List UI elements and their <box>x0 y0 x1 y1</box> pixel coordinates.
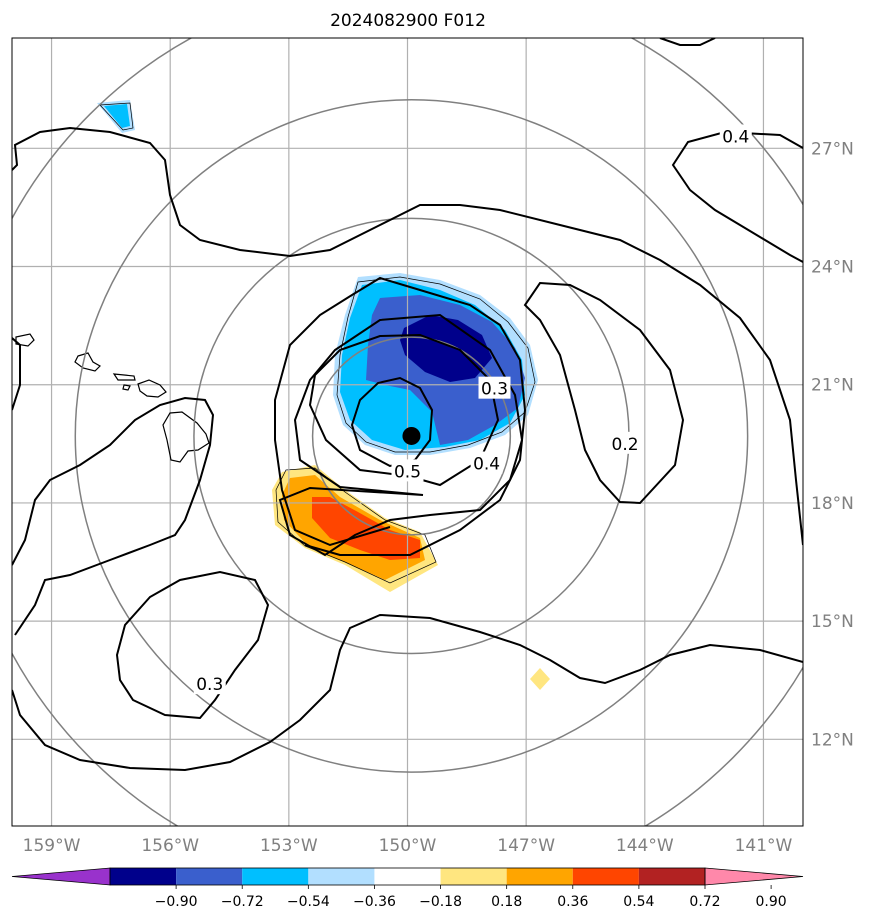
colorbar-segment <box>638 868 705 885</box>
lon-tick-label: 150°W <box>379 836 437 856</box>
contour-0.4-north <box>12 126 803 546</box>
colorbar-outline <box>109 867 706 886</box>
lon-tick-label: 159°W <box>23 836 81 856</box>
contour-label-bg <box>193 672 226 695</box>
contour-label-bg <box>470 451 503 474</box>
colorbar-tick-label: −0.90 <box>155 894 198 910</box>
contour-south-wide <box>12 613 803 772</box>
island-molokai <box>112 373 136 381</box>
axis-ticks: 159°W 156°W 153°W 150°W 147°W 144°W 141°W 12°N 1… <box>23 139 854 856</box>
island-oahu <box>74 352 101 372</box>
figure-title: 2024082900 F012 <box>330 11 486 31</box>
contour-0.3-outer <box>274 276 527 556</box>
shade-pos-yellow-small <box>530 668 550 690</box>
contour-label-bg <box>478 376 511 399</box>
range-ring <box>74 99 749 773</box>
contour-0.4-top <box>659 38 716 46</box>
colorbar-tick-label: −0.36 <box>353 894 396 910</box>
contour-0.5 <box>350 376 434 468</box>
contour-west-south <box>12 396 215 636</box>
colorbar-extend-low <box>11 867 111 886</box>
lon-tick-label: 156°W <box>141 836 199 856</box>
contour-label: 0.3 <box>481 380 508 400</box>
storm-center-marker <box>402 426 421 445</box>
colorbar-tick-label: 0.72 <box>689 894 720 910</box>
range-ring <box>311 336 512 536</box>
lat-tick-label: 15°N <box>811 612 854 632</box>
contour-label: 0.2 <box>612 435 639 455</box>
colorbar-tick-label: 0.54 <box>623 894 654 910</box>
colorbar-segment <box>242 868 309 885</box>
shade-neg-cyan-nw <box>104 104 130 128</box>
lat-tick-label: 18°N <box>811 494 854 514</box>
island-lanai <box>122 384 131 391</box>
lat-tick-label: 24°N <box>811 258 854 278</box>
colorbar-segment <box>572 868 639 885</box>
contour-label: 0.5 <box>394 462 421 482</box>
contour-label: 0.3 <box>196 675 223 695</box>
colorbar-extend-high <box>704 867 804 886</box>
shade-pos-red <box>312 497 420 560</box>
contour-lines <box>12 38 803 772</box>
colorbar-tick-label: −0.18 <box>419 894 462 910</box>
contour-0.4-ne <box>671 130 803 263</box>
island-maui <box>137 379 167 398</box>
colorbar-segment <box>374 868 441 885</box>
range-rings <box>12 38 803 826</box>
lat-tick-label: 12°N <box>811 730 854 750</box>
contour-label-bg <box>391 459 424 482</box>
contour-label-bg <box>609 431 642 454</box>
lat-tick-label: 21°N <box>811 376 854 396</box>
colorbar-tick-label: −0.54 <box>287 894 330 910</box>
lat-tick-label: 27°N <box>811 139 854 159</box>
colorbar: −0.90 −0.72 −0.54 −0.36 −0.18 0.18 0.36 0.54 0.7… <box>11 867 804 910</box>
colorbar-segment <box>440 868 507 885</box>
lon-tick-label: 141°W <box>735 836 793 856</box>
lon-tick-label: 144°W <box>616 836 674 856</box>
colorbar-tick-label: 0.18 <box>491 894 522 910</box>
contour-0.3-south-loop <box>115 570 270 720</box>
contour-labels: 0.4 0.3 0.2 0.4 0.5 0.3 <box>193 124 752 695</box>
colorbar-tick-label: 0.36 <box>557 894 588 910</box>
colorbar-tick-label: 0.90 <box>756 894 787 910</box>
contour-west <box>12 337 21 411</box>
anomaly-shading <box>97 100 550 690</box>
contour-0.2-ridge <box>523 281 685 505</box>
colorbar-segment <box>308 868 375 885</box>
contour-label-bg <box>719 124 752 147</box>
colorbar-segment <box>110 868 177 885</box>
island-kauai <box>15 333 35 347</box>
colorbar-tick-label: −0.72 <box>221 894 264 910</box>
colorbar-segment <box>176 868 243 885</box>
contour-label: 0.4 <box>473 455 500 475</box>
lon-tick-label: 153°W <box>260 836 318 856</box>
colorbar-segment <box>506 868 573 885</box>
lon-tick-label: 147°W <box>497 836 555 856</box>
contour-label: 0.4 <box>722 128 749 148</box>
map-panel: 0.4 0.3 0.2 0.4 0.5 0.3 <box>12 38 803 826</box>
map-frame <box>11 37 804 827</box>
shade-neg-dark-blue <box>400 315 492 382</box>
